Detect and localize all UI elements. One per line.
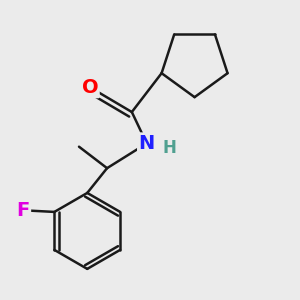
Text: H: H [163, 139, 177, 157]
Text: F: F [16, 201, 30, 220]
Text: O: O [82, 78, 98, 97]
Text: N: N [139, 134, 155, 153]
